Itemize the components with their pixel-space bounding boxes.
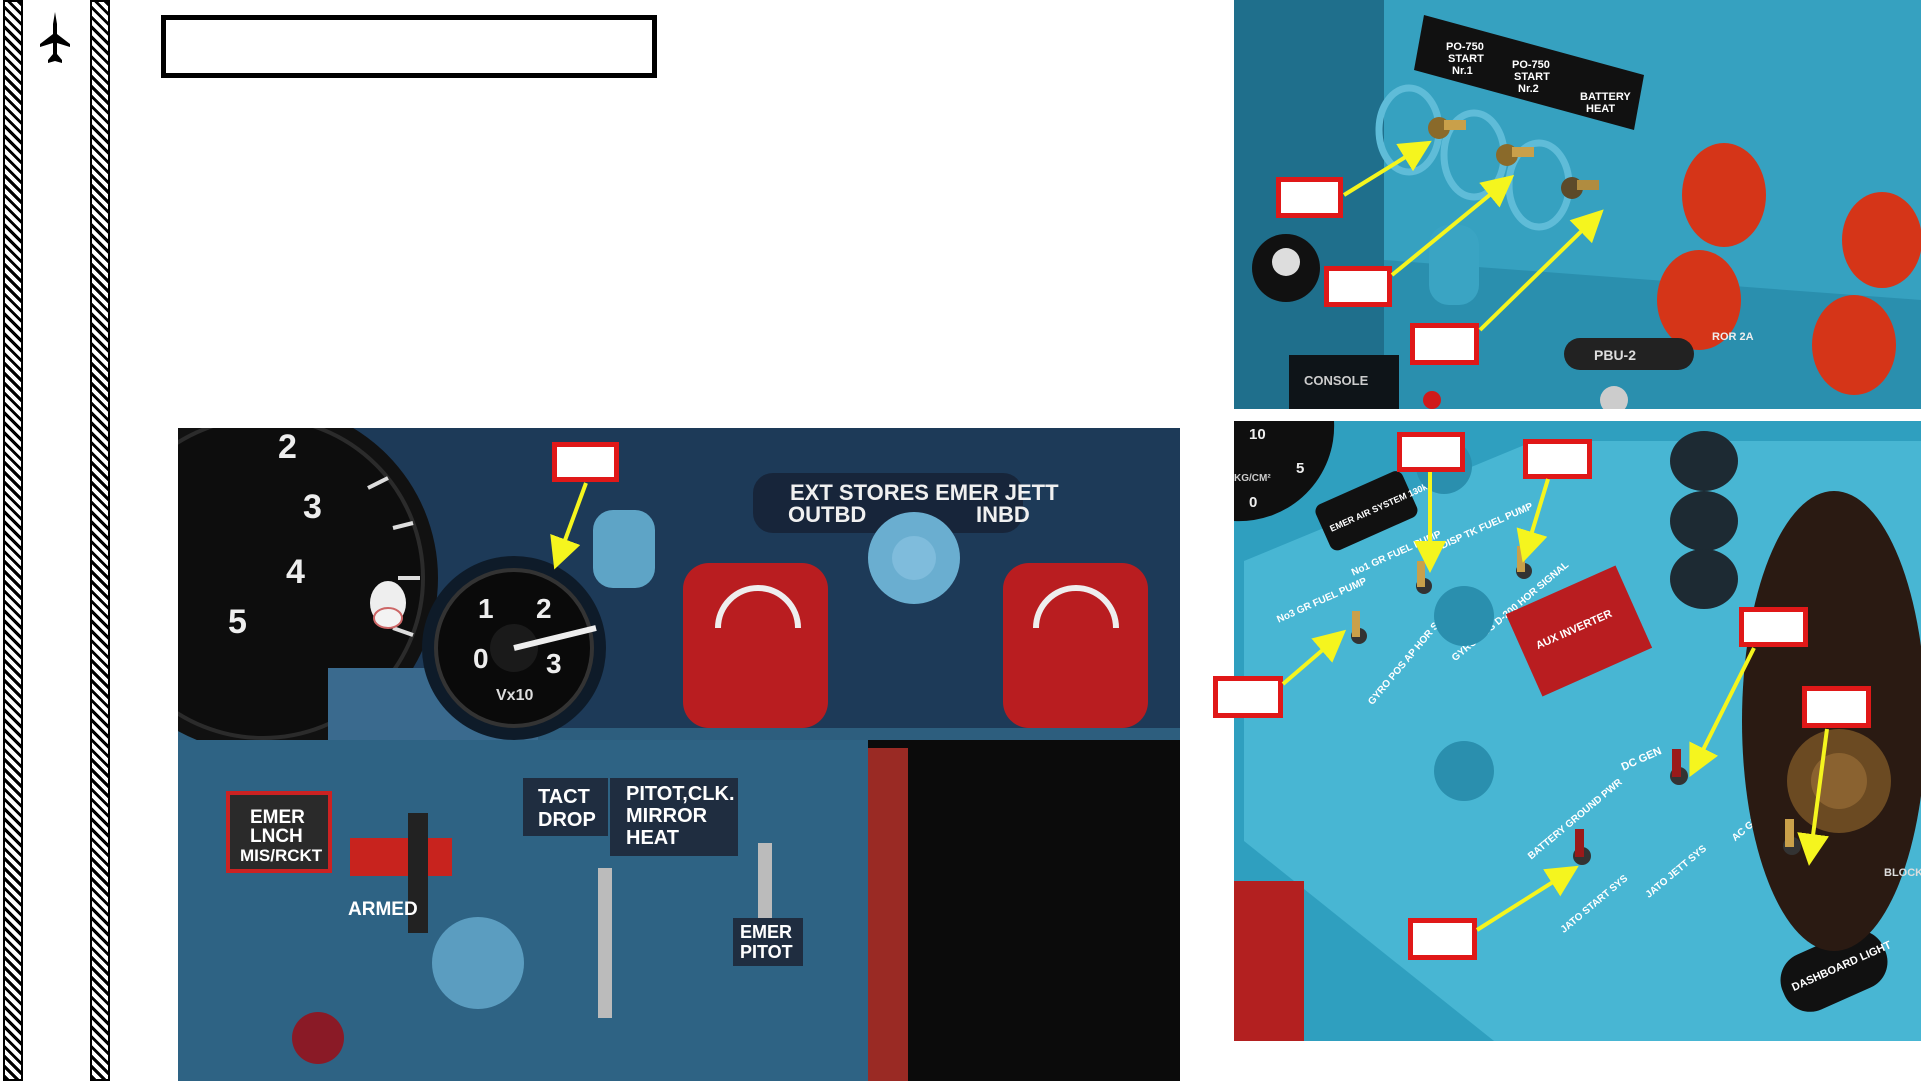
- block-label: BLOCK: [1884, 867, 1921, 879]
- po750-start-2-switch[interactable]: [1496, 144, 1534, 166]
- callout-battery-ground-power: [1408, 918, 1477, 960]
- placard-2-line1: PO-750: [1512, 59, 1550, 71]
- inbd-jettison-button[interactable]: [1003, 563, 1148, 728]
- gauge-tick-0b: 0: [1249, 494, 1257, 511]
- placard-2-line3: Nr.2: [1518, 83, 1539, 95]
- gauge-tick-3: 3: [546, 648, 562, 679]
- jet-aircraft-icon: [36, 10, 74, 68]
- gauge-unit-label: Vx10: [496, 687, 533, 704]
- gauge-tick-2: 2: [536, 593, 552, 624]
- callout-no3-fuel-pump: [1213, 676, 1283, 718]
- emer-label-1: EMER: [250, 807, 305, 828]
- callout-ac-gen: [1802, 686, 1871, 728]
- gauge-tick-5: 5: [1296, 460, 1304, 477]
- callout-po750-start-1: [1276, 177, 1343, 218]
- gauge-unit: KG/CM²: [1234, 473, 1271, 484]
- emer-pitot-label-1: EMER: [740, 922, 792, 942]
- placard-3-line1: BATTERY: [1580, 91, 1631, 103]
- callout-vertical-speed-gauge: [552, 442, 619, 482]
- big-gauge-tick-5: 5: [228, 603, 247, 641]
- placard-1-line3: Nr.1: [1452, 65, 1473, 77]
- outbd-jettison-button[interactable]: [683, 563, 828, 728]
- inbd-label: INBD: [976, 502, 1030, 527]
- outbd-label: OUTBD: [788, 502, 866, 527]
- pitot-label-3: HEAT: [626, 827, 679, 849]
- placard-3-line2: HEAT: [1586, 103, 1615, 115]
- battery-heat-switch[interactable]: [1561, 177, 1599, 199]
- page-title-box: [161, 15, 657, 78]
- battery-ground-power-switch[interactable]: [1573, 829, 1591, 865]
- tact-drop-switch[interactable]: [598, 868, 612, 1018]
- no3-fuel-pump-switch[interactable]: [1351, 611, 1367, 644]
- pbu-label: PBU-2: [1594, 347, 1636, 363]
- callout-dc-gen: [1739, 607, 1808, 647]
- placard-1-line1: PO-750: [1446, 41, 1484, 53]
- placard-1-line2: START: [1448, 53, 1484, 65]
- gauge-tick-10: 10: [1249, 426, 1266, 443]
- pitot-label-2: MIRROR: [626, 805, 708, 827]
- callout-battery-heat: [1410, 323, 1479, 365]
- armed-label: ARMED: [348, 899, 418, 920]
- gauge-tick-0: 0: [473, 643, 489, 674]
- pitot-label-1: PITOT,CLK.: [626, 783, 735, 805]
- tact-label-1: TACT: [538, 786, 590, 808]
- callout-disp-tank-fuel-pump: [1523, 439, 1592, 479]
- gauge-tick-1: 1: [478, 593, 494, 624]
- placard-2-line2: START: [1514, 71, 1550, 83]
- armed-guard-switch[interactable]: [350, 838, 452, 876]
- console-label: CONSOLE: [1304, 373, 1369, 388]
- sidebar-rail-right: [90, 0, 110, 1081]
- emer-pitot-label-2: PITOT: [740, 942, 793, 962]
- callout-no1-fuel-pump: [1397, 432, 1465, 472]
- emer-label-2: LNCH: [250, 826, 303, 847]
- main-panel-photo: 2 3 4 5 0 1 2 3 Vx10 EXT STORES EMER JET…: [178, 428, 1180, 1081]
- callout-po750-start-2: [1324, 266, 1392, 307]
- start-panel-photo: PO-750 START Nr.1 PO-750 START Nr.2 BATT…: [1234, 0, 1921, 409]
- dc-gen-switch[interactable]: [1670, 749, 1688, 785]
- big-gauge-tick-2: 2: [278, 428, 297, 466]
- emer-label-3: MIS/RCKT: [240, 846, 323, 865]
- tact-label-2: DROP: [538, 809, 596, 831]
- po750-start-1-switch[interactable]: [1428, 117, 1466, 139]
- big-gauge-tick-3: 3: [303, 488, 322, 526]
- no1-fuel-pump-switch[interactable]: [1416, 561, 1432, 594]
- sidebar-rail-left: [3, 0, 23, 1081]
- fuse-label: ROR 2A: [1712, 331, 1754, 343]
- electrical-panel-photo: 10 5 0 KG/CM² EMER AIR SYSTEM 130kg/cm2 …: [1234, 421, 1921, 1041]
- ac-gen-switch[interactable]: [1783, 819, 1801, 855]
- big-gauge-tick-4: 4: [286, 553, 305, 591]
- aux-inverter-guard[interactable]: [1505, 565, 1653, 697]
- ext-stores-label: EXT STORES EMER JETT: [790, 480, 1059, 505]
